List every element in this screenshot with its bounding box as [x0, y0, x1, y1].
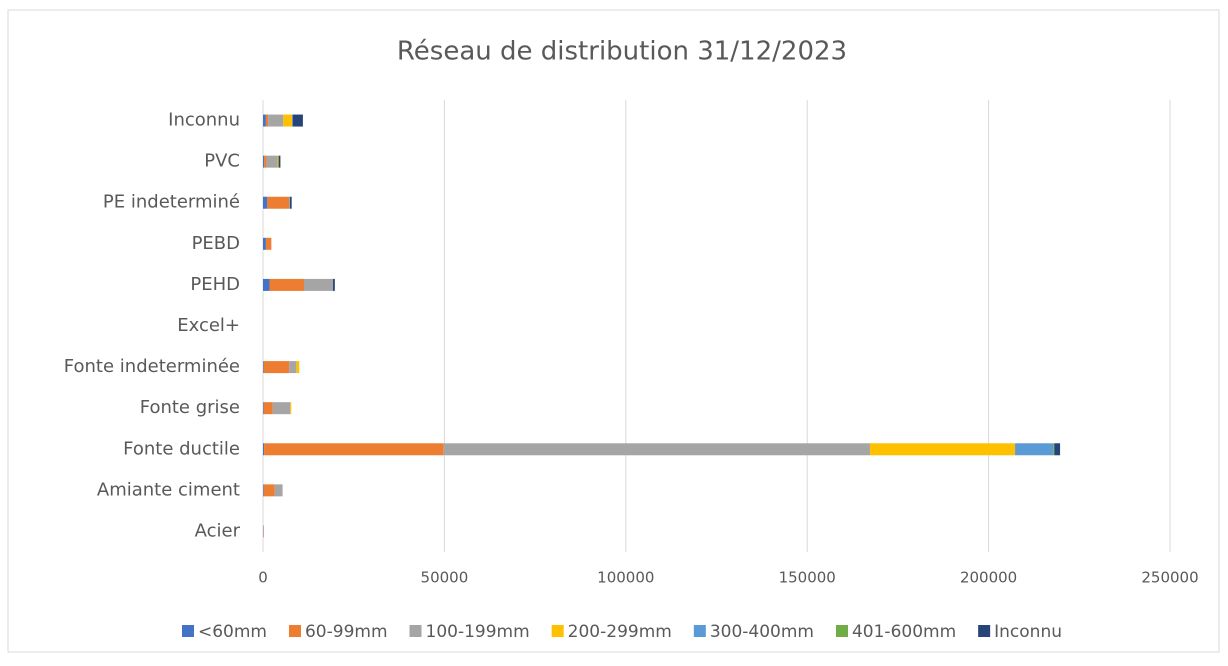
y-tick-label: Fonte indeterminée [64, 356, 240, 377]
x-tick-label: 250000 [1141, 569, 1198, 587]
bar-segment [296, 361, 299, 373]
bar-segment [333, 279, 335, 291]
legend-swatch [552, 625, 564, 637]
bar-segment [264, 402, 273, 414]
legend-swatch [694, 625, 706, 637]
legend-swatch [978, 625, 990, 637]
bar-segment [870, 443, 1015, 455]
legend-label: 100-199mm [426, 622, 530, 642]
legend-label: 300-400mm [710, 622, 814, 642]
y-tick-label: Inconnu [168, 110, 240, 131]
bar-segment [283, 115, 292, 127]
chart-title: Réseau de distribution 31/12/2023 [397, 37, 847, 67]
bar-segment [267, 197, 289, 209]
bar-segment [263, 402, 264, 414]
legend-label: 401-600mm [852, 622, 956, 642]
y-tick-label: Acier [195, 520, 241, 541]
bar-segment [264, 156, 267, 168]
bar-segment [263, 238, 266, 250]
bar-segment [444, 443, 870, 455]
x-tick-label: 100000 [597, 569, 654, 587]
bar-segment [292, 115, 293, 127]
bar-segment [290, 197, 292, 209]
legend-swatch [289, 625, 301, 637]
legend-swatch [182, 625, 194, 637]
bar-segment [263, 115, 266, 127]
bar-segment [263, 361, 264, 373]
bar-segment [264, 361, 289, 373]
bar-segment [304, 279, 333, 291]
bar-segment [1053, 443, 1054, 455]
x-tick-label: 150000 [779, 569, 836, 587]
bar-segment [264, 484, 275, 496]
y-tick-label: PVC [204, 151, 240, 172]
y-tick-label: PEBD [192, 233, 240, 254]
x-tick-label: 0 [258, 569, 268, 587]
bar-segment [264, 443, 444, 455]
bar-segment [270, 279, 304, 291]
bar-segment [263, 197, 267, 209]
y-tick-label: Fonte ductile [123, 438, 240, 459]
legend-swatch [410, 625, 422, 637]
bar-segment [279, 156, 281, 168]
bar-segment [289, 361, 296, 373]
bar-segment [289, 197, 290, 209]
bar-segment [268, 115, 283, 127]
bar-segment [263, 443, 264, 455]
bar-segment [293, 115, 303, 127]
bar-segment [266, 238, 271, 250]
legend-label: Inconnu [994, 622, 1062, 642]
bar-segment [267, 156, 278, 168]
bar-segment [263, 279, 270, 291]
bar-segment [263, 156, 264, 168]
y-tick-label: Fonte grise [140, 397, 240, 418]
y-tick-label: PE indeterminé [103, 192, 240, 213]
legend-label: <60mm [198, 622, 267, 642]
legend-label: 200-299mm [568, 622, 672, 642]
bar-segment [1015, 443, 1053, 455]
y-tick-label: Excel+ [177, 315, 240, 336]
legend-label: 60-99mm [305, 622, 388, 642]
bar-segment [278, 156, 279, 168]
legend-swatch [836, 625, 848, 637]
x-tick-label: 200000 [960, 569, 1017, 587]
bar-segment [273, 402, 290, 414]
bar-segment [266, 115, 268, 127]
bar-segment [275, 484, 283, 496]
bar-segment [263, 484, 264, 496]
x-tick-label: 50000 [421, 569, 469, 587]
y-tick-label: Amiante ciment [97, 479, 240, 500]
y-tick-label: PEHD [190, 274, 240, 295]
bar-segment [1054, 443, 1060, 455]
bar-segment [290, 402, 291, 414]
